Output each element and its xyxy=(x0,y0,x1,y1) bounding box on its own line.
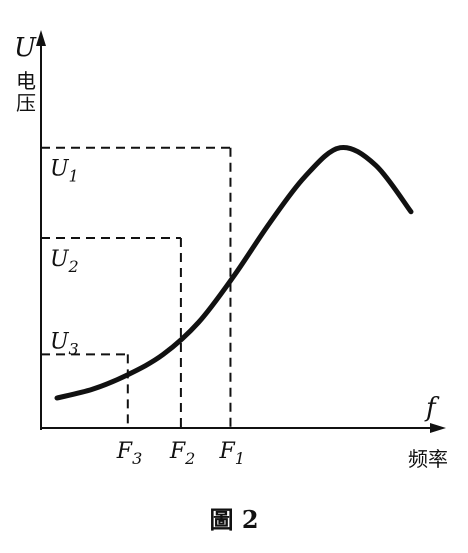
level-label-u2: U2 xyxy=(50,247,79,276)
axes xyxy=(36,30,446,433)
guide-lines xyxy=(41,146,232,428)
marker-labels: F3 U3 F2 U2 F1 U1 xyxy=(50,157,245,468)
x-axis-label: 频率 xyxy=(408,447,448,471)
resonance-curve xyxy=(54,144,414,401)
tick-label-f2: F2 xyxy=(169,439,195,468)
x-axis-arrow-icon xyxy=(430,423,446,433)
figure-caption: 圖 2 xyxy=(209,505,258,534)
x-axis-symbol: f xyxy=(424,393,440,423)
y-axis-arrow-icon xyxy=(36,30,46,46)
y-axis-label: 电压 xyxy=(16,69,36,115)
tick-label-f3: F3 xyxy=(116,439,142,468)
level-label-u3: U3 xyxy=(50,329,79,358)
y-axis-symbol: U xyxy=(14,33,37,63)
level-label-u1: U1 xyxy=(50,157,79,186)
tick-label-f1: F1 xyxy=(218,439,244,468)
